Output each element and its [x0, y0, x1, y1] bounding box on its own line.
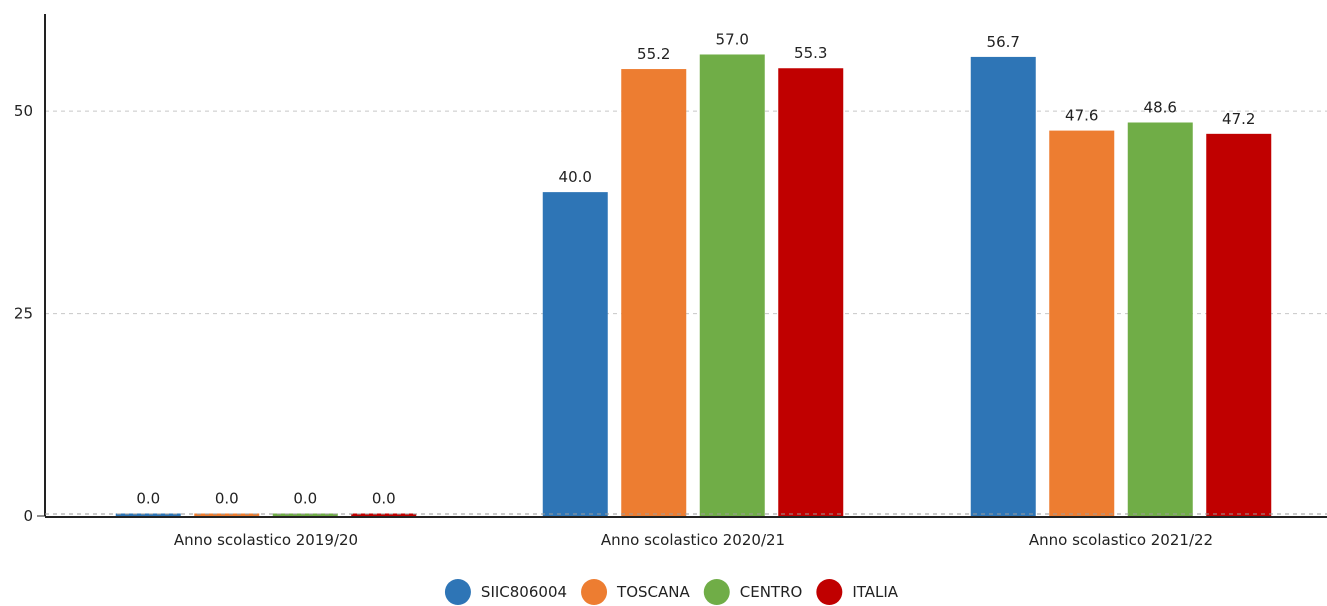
data-label: 0.0 — [215, 490, 239, 508]
data-label: 47.2 — [1222, 110, 1255, 128]
legend-label: SIIC806004 — [481, 583, 567, 601]
data-label: 55.3 — [794, 44, 827, 62]
legend-swatch — [581, 579, 608, 605]
legend-item: SIIC806004 — [444, 579, 567, 605]
data-label: 0.0 — [136, 490, 160, 508]
data-label: 48.6 — [1144, 98, 1177, 116]
axes: 0 25 50 Anno scolastico 2019/20 Anno scolast… — [14, 14, 1327, 549]
legend-item: CENTRO — [703, 579, 803, 605]
x-tick-label: Anno scolastico 2019/20 — [174, 531, 358, 549]
bar — [115, 513, 181, 516]
bar — [351, 513, 417, 516]
data-label: 55.2 — [637, 45, 670, 63]
data-label: 40.0 — [559, 168, 592, 186]
bar — [1127, 122, 1193, 517]
data-label: 47.6 — [1065, 107, 1098, 125]
bar — [621, 69, 687, 516]
bar — [194, 513, 260, 516]
x-tick-label: Anno scolastico 2021/22 — [1029, 531, 1213, 549]
legend-swatch — [816, 579, 843, 605]
data-label: 0.0 — [372, 490, 396, 508]
bar — [699, 54, 765, 516]
bar — [778, 68, 844, 517]
data-label: 0.0 — [293, 490, 317, 508]
bar — [542, 192, 608, 516]
data-label: 56.7 — [987, 33, 1020, 51]
y-tick-label: 50 — [14, 102, 33, 120]
data-label: 57.0 — [716, 30, 749, 48]
legend-label: ITALIA — [852, 583, 898, 601]
legend-item: TOSCANA — [581, 579, 690, 605]
legend-swatch — [703, 579, 730, 605]
bar — [970, 56, 1036, 516]
legend: SIIC806004 TOSCANA CENTRO ITALIA — [444, 579, 899, 605]
bar — [1049, 130, 1115, 516]
legend-swatch — [444, 579, 471, 605]
y-tick-label: 25 — [14, 305, 33, 323]
legend-item: ITALIA — [816, 579, 899, 605]
legend-label: CENTRO — [740, 583, 803, 601]
legend-label: TOSCANA — [616, 583, 690, 601]
bar — [272, 513, 338, 516]
bar — [1206, 133, 1272, 516]
x-tick-label: Anno scolastico 2020/21 — [601, 531, 785, 549]
y-tick-label: 0 — [23, 507, 33, 525]
data-labels: 0.0 40.0 56.7 0.0 55.2 47.6 0.0 57.0 48.6 0.0 55.3… — [136, 30, 1255, 507]
bars — [115, 54, 1272, 517]
